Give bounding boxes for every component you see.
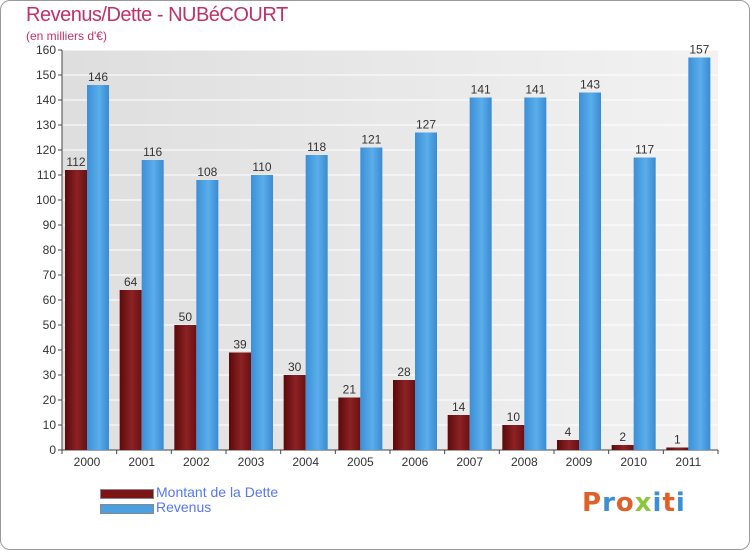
- y-tick-label: 90: [43, 218, 57, 232]
- data-label-debt: 64: [124, 275, 138, 289]
- legend-label-revenus: Revenus: [156, 499, 212, 515]
- data-label-debt: 1: [674, 433, 681, 447]
- data-label-debt: 2: [619, 430, 626, 444]
- y-tick-label: 60: [43, 293, 57, 307]
- bar-revenus: [251, 175, 273, 450]
- y-tick-label: 10: [43, 418, 57, 432]
- bar-debt: [393, 380, 415, 450]
- legend-swatch-debt: [100, 489, 154, 499]
- bar-debt: [65, 170, 87, 450]
- bar-debt: [666, 447, 689, 450]
- y-tick-label: 110: [37, 168, 56, 182]
- y-tick-label: 0: [49, 443, 56, 457]
- data-label-revenus: 110: [252, 160, 271, 174]
- x-tick-label: 2010: [620, 455, 647, 469]
- data-label-revenus: 117: [635, 143, 654, 157]
- y-tick-label: 140: [36, 93, 56, 107]
- y-tick-label: 50: [43, 318, 57, 332]
- x-tick-label: 2002: [183, 455, 210, 469]
- x-tick-label: 2006: [402, 455, 429, 469]
- y-tick-label: 40: [43, 343, 57, 357]
- bar-revenus: [579, 92, 601, 450]
- x-tick-label: 2008: [511, 455, 538, 469]
- bar-debt: [611, 445, 634, 450]
- bar-debt: [283, 375, 306, 450]
- bar-debt: [557, 440, 579, 450]
- y-tick-label: 80: [43, 243, 57, 257]
- x-tick-label: 2001: [128, 455, 155, 469]
- bar-revenus: [141, 160, 164, 450]
- x-tick-label: 2009: [566, 455, 593, 469]
- data-label-debt: 10: [507, 410, 521, 424]
- data-label-debt: 50: [179, 310, 193, 324]
- y-tick-label: 160: [36, 43, 56, 57]
- data-label-debt: 39: [233, 338, 247, 352]
- data-label-revenus: 127: [416, 118, 436, 132]
- bar-revenus: [688, 57, 711, 450]
- legend-label-debt: Montant de la Dette: [156, 484, 279, 500]
- data-label-debt: 28: [397, 365, 411, 379]
- x-tick-label: 2003: [238, 455, 265, 469]
- bar-debt: [502, 425, 525, 450]
- chart-subtitle: (en milliers d'€): [26, 29, 107, 43]
- data-label-revenus: 141: [471, 83, 491, 97]
- proxiti-logo: Proxiti: [582, 488, 686, 518]
- bar-revenus: [469, 97, 492, 450]
- y-tick-label: 100: [36, 193, 56, 207]
- bar-revenus: [415, 132, 437, 450]
- y-tick-label: 150: [36, 68, 56, 82]
- bar-revenus: [633, 157, 656, 450]
- data-label-revenus: 118: [307, 140, 326, 154]
- y-tick-label: 30: [43, 368, 57, 382]
- data-label-revenus: 116: [143, 145, 162, 159]
- bar-revenus: [305, 155, 328, 450]
- data-label-debt: 14: [452, 400, 466, 414]
- x-tick-label: 2007: [456, 455, 483, 469]
- y-tick-label: 130: [36, 118, 56, 132]
- y-tick-label: 70: [43, 268, 57, 282]
- bar-debt: [229, 352, 251, 450]
- x-tick-label: 2011: [675, 455, 701, 469]
- data-label-debt: 112: [66, 155, 85, 169]
- x-tick-label: 2004: [292, 455, 319, 469]
- legend-swatch-revenus: [100, 504, 154, 514]
- bar-revenus: [524, 97, 547, 450]
- x-tick-label: 2005: [347, 455, 374, 469]
- bar-debt: [119, 290, 142, 450]
- data-label-revenus: 143: [580, 78, 600, 92]
- y-tick-label: 120: [36, 143, 56, 157]
- bar-revenus: [196, 180, 219, 450]
- y-tick-label: 20: [43, 393, 57, 407]
- data-label-revenus: 108: [197, 165, 217, 179]
- data-label-debt: 21: [343, 383, 357, 397]
- data-label-revenus: 141: [525, 83, 545, 97]
- data-label-debt: 4: [565, 425, 572, 439]
- data-label-revenus: 121: [361, 133, 381, 147]
- bar-debt: [447, 415, 470, 450]
- data-label-debt: 30: [288, 360, 302, 374]
- x-tick-label: 2000: [74, 455, 101, 469]
- bar-debt: [174, 325, 197, 450]
- chart-title: Revenus/Dette - NUBéCOURT: [26, 4, 288, 26]
- bar-revenus: [360, 147, 383, 450]
- data-label-revenus: 146: [88, 70, 108, 84]
- data-label-revenus: 157: [689, 43, 709, 57]
- bar-debt: [338, 397, 361, 450]
- bar-revenus: [87, 85, 109, 450]
